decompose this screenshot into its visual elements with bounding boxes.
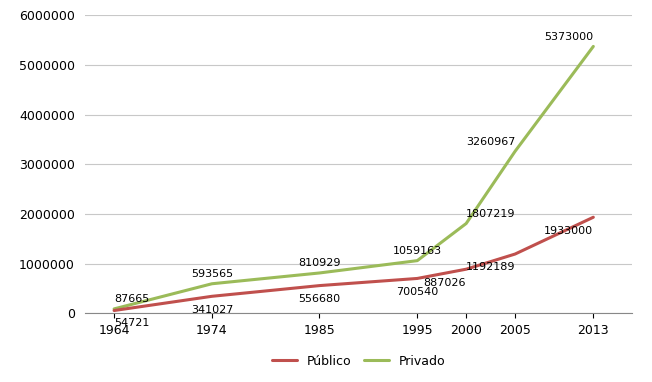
Text: 87665: 87665 [114, 295, 149, 304]
Text: 1933000: 1933000 [544, 226, 593, 236]
Público [589, 215, 597, 220]
Text: 3260967: 3260967 [466, 137, 515, 147]
Público [462, 267, 470, 272]
Text: 810929: 810929 [298, 259, 341, 269]
Privado [110, 307, 118, 311]
Privado [589, 44, 597, 49]
Text: 54721: 54721 [114, 319, 149, 329]
Text: 593565: 593565 [191, 269, 233, 279]
Text: 341027: 341027 [191, 305, 233, 315]
Privado [511, 149, 519, 154]
Público [208, 294, 216, 299]
Privado [462, 221, 470, 226]
Privado [316, 271, 323, 275]
Privado [413, 258, 421, 263]
Text: 5373000: 5373000 [544, 32, 593, 42]
Público [413, 276, 421, 281]
Público [511, 252, 519, 256]
Text: 700540: 700540 [396, 287, 438, 297]
Público [110, 308, 118, 313]
Privado [208, 282, 216, 286]
Público [316, 283, 323, 288]
Legend: Público, Privado: Público, Privado [267, 350, 451, 372]
Text: 1192189: 1192189 [466, 262, 515, 272]
Text: 1807219: 1807219 [466, 209, 516, 219]
Text: 1059163: 1059163 [393, 246, 442, 256]
Text: 556680: 556680 [299, 294, 340, 304]
Line: Público: Público [114, 217, 593, 311]
Line: Privado: Privado [114, 47, 593, 309]
Text: 887026: 887026 [424, 278, 466, 288]
